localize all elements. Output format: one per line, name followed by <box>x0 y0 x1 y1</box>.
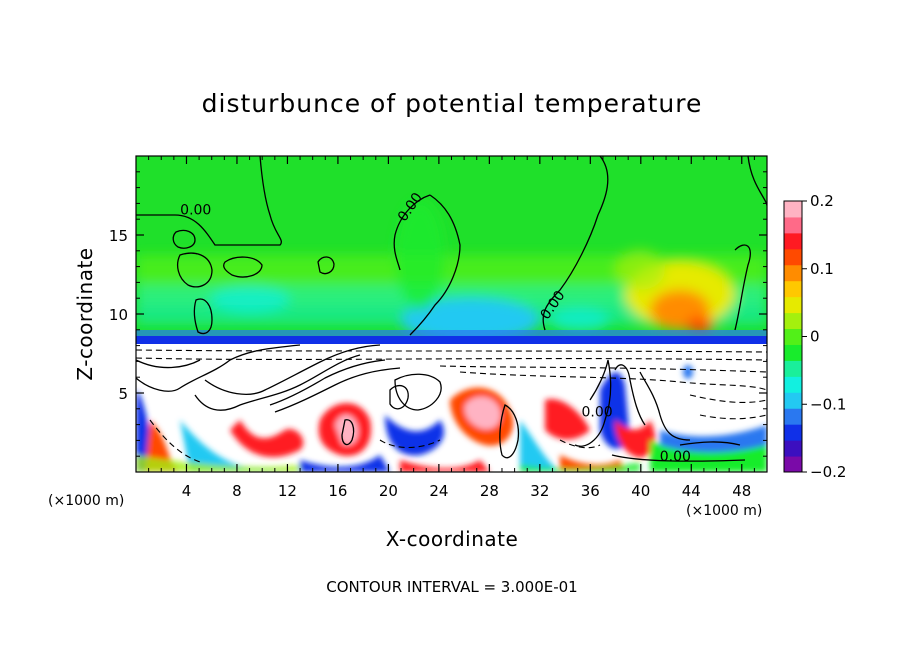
x-tick-label: 44 <box>682 482 701 500</box>
colorbar-swatch <box>784 312 802 330</box>
colorbar-swatch <box>784 216 802 234</box>
colorbar: 0.2 0.1 0 −0.1 −0.2 <box>783 192 846 481</box>
colorbar-swatch <box>784 248 802 266</box>
colorbar-tick-label: 0 <box>810 328 820 346</box>
x-tick-label: 20 <box>379 482 398 500</box>
colorbar-swatch <box>784 344 802 361</box>
x-tick-label: 28 <box>480 482 499 500</box>
interface-cyan-band <box>136 330 767 336</box>
colorbar-swatch <box>784 232 802 250</box>
contour-interval-note: CONTOUR INTERVAL = 3.000E-01 <box>326 578 577 596</box>
interface-blue-band <box>136 336 767 344</box>
x-tick-label: 40 <box>631 482 650 500</box>
x-tick-label: 16 <box>328 482 347 500</box>
colorbar-swatch <box>784 392 802 409</box>
x-tick-label: 4 <box>182 482 192 500</box>
colorbar-swatch <box>784 408 802 425</box>
y-tick-label: 5 <box>118 385 128 403</box>
x-unit-left: (×1000 m) <box>48 493 124 509</box>
y-tick-label: 15 <box>109 227 128 245</box>
colorbar-swatch <box>784 264 802 282</box>
contour-lines <box>136 156 767 462</box>
colorbar-tick-label: 0.2 <box>810 192 834 210</box>
x-tick-label: 48 <box>732 482 751 500</box>
colorbar-swatch <box>784 296 802 314</box>
colorbar-swatch <box>784 328 802 345</box>
x-unit-right: (×1000 m) <box>686 503 762 519</box>
contour-label: 0.00 <box>660 449 691 465</box>
y-axis-label: Z-coordinate <box>73 247 97 380</box>
lower-field-shading <box>136 365 767 472</box>
x-tick-label: 8 <box>232 482 242 500</box>
x-tick-label: 32 <box>530 482 549 500</box>
y-tick-label: 10 <box>109 306 128 324</box>
x-axis-label: X-coordinate <box>386 527 519 551</box>
contour-label: 0.00 <box>180 202 211 218</box>
x-tick-label: 12 <box>278 482 297 500</box>
colorbar-swatch <box>784 440 802 457</box>
contour-label: 0.00 <box>581 405 612 421</box>
colorbar-swatch <box>784 424 802 441</box>
colorbar-swatch <box>784 201 802 218</box>
colorbar-swatch <box>784 280 802 298</box>
colorbar-swatch <box>784 360 802 377</box>
colorbar-tick-label: 0.1 <box>810 260 834 278</box>
colorbar-swatch <box>784 456 802 473</box>
colorbar-swatch <box>784 376 802 393</box>
plot-area <box>136 156 767 472</box>
colorbar-tick-label: −0.1 <box>810 395 846 413</box>
colorbar-tick-label: −0.2 <box>810 463 846 481</box>
chart-title: disturbunce of potential temperature <box>202 89 703 118</box>
contour-dashed <box>136 349 767 463</box>
x-tick-label: 36 <box>581 482 600 500</box>
x-tick-label: 24 <box>429 482 448 500</box>
